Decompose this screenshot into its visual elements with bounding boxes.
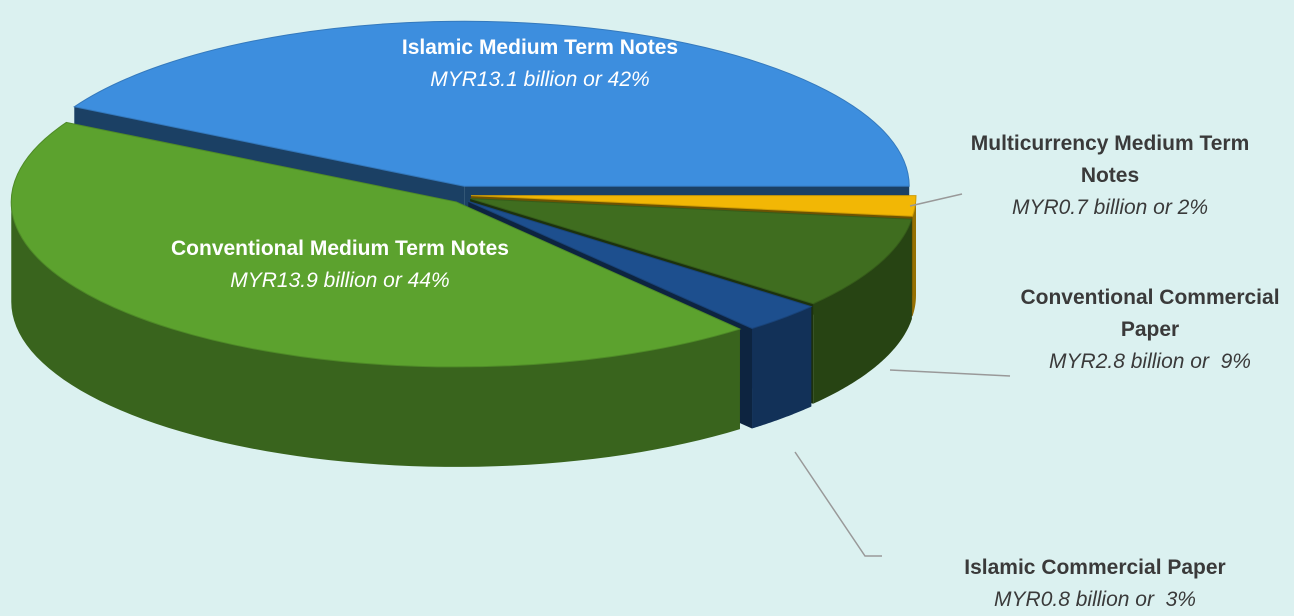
slice-side [11, 201, 740, 467]
slice [468, 200, 813, 330]
page: Islamic Medium Term Notes MYR13.1 billio… [10, 20, 1290, 611]
slice-label: Islamic Medium Term Notes MYR13.1 billio… [390, 32, 690, 96]
value-label: MYR2.8 billion or 9% [1049, 350, 1251, 373]
leader-line [889, 369, 1011, 377]
leader-line [909, 193, 963, 207]
slice-label: Conventional Commercial Paper MYR2.8 bil… [1010, 282, 1290, 378]
slice-side [912, 195, 916, 317]
slice [470, 198, 913, 305]
slice [470, 195, 917, 217]
value-label: MYR13.1 billion or 42% [430, 68, 650, 91]
value-label: MYR0.7 billion or 2% [1011, 196, 1209, 219]
category-label: Islamic Commercial Paper [964, 556, 1226, 579]
slice-label: Conventional Medium Term Notes MYR13.9 b… [150, 233, 530, 297]
pie [10, 20, 917, 467]
category-label: Islamic Medium Term Notes [401, 36, 679, 59]
chart [10, 20, 1011, 557]
category-label: Conventional Commercial Paper [1020, 286, 1280, 341]
slice-label: Islamic Commercial Paper MYR0.8 billion … [885, 552, 1294, 616]
category-label: Multicurrency Medium Term Notes [970, 132, 1250, 187]
category-label: Conventional Medium Term Notes [171, 237, 509, 260]
value-label: MYR13.9 billion or 44% [230, 269, 450, 292]
slice-side [752, 306, 812, 429]
value-label: MYR0.8 billion or 3% [994, 588, 1196, 611]
slice-label: Multicurrency Medium Term Notes MYR0.7 b… [955, 128, 1265, 224]
slice-side [813, 219, 912, 404]
slice [10, 121, 742, 368]
slice [73, 20, 910, 187]
leader-line [794, 451, 882, 557]
